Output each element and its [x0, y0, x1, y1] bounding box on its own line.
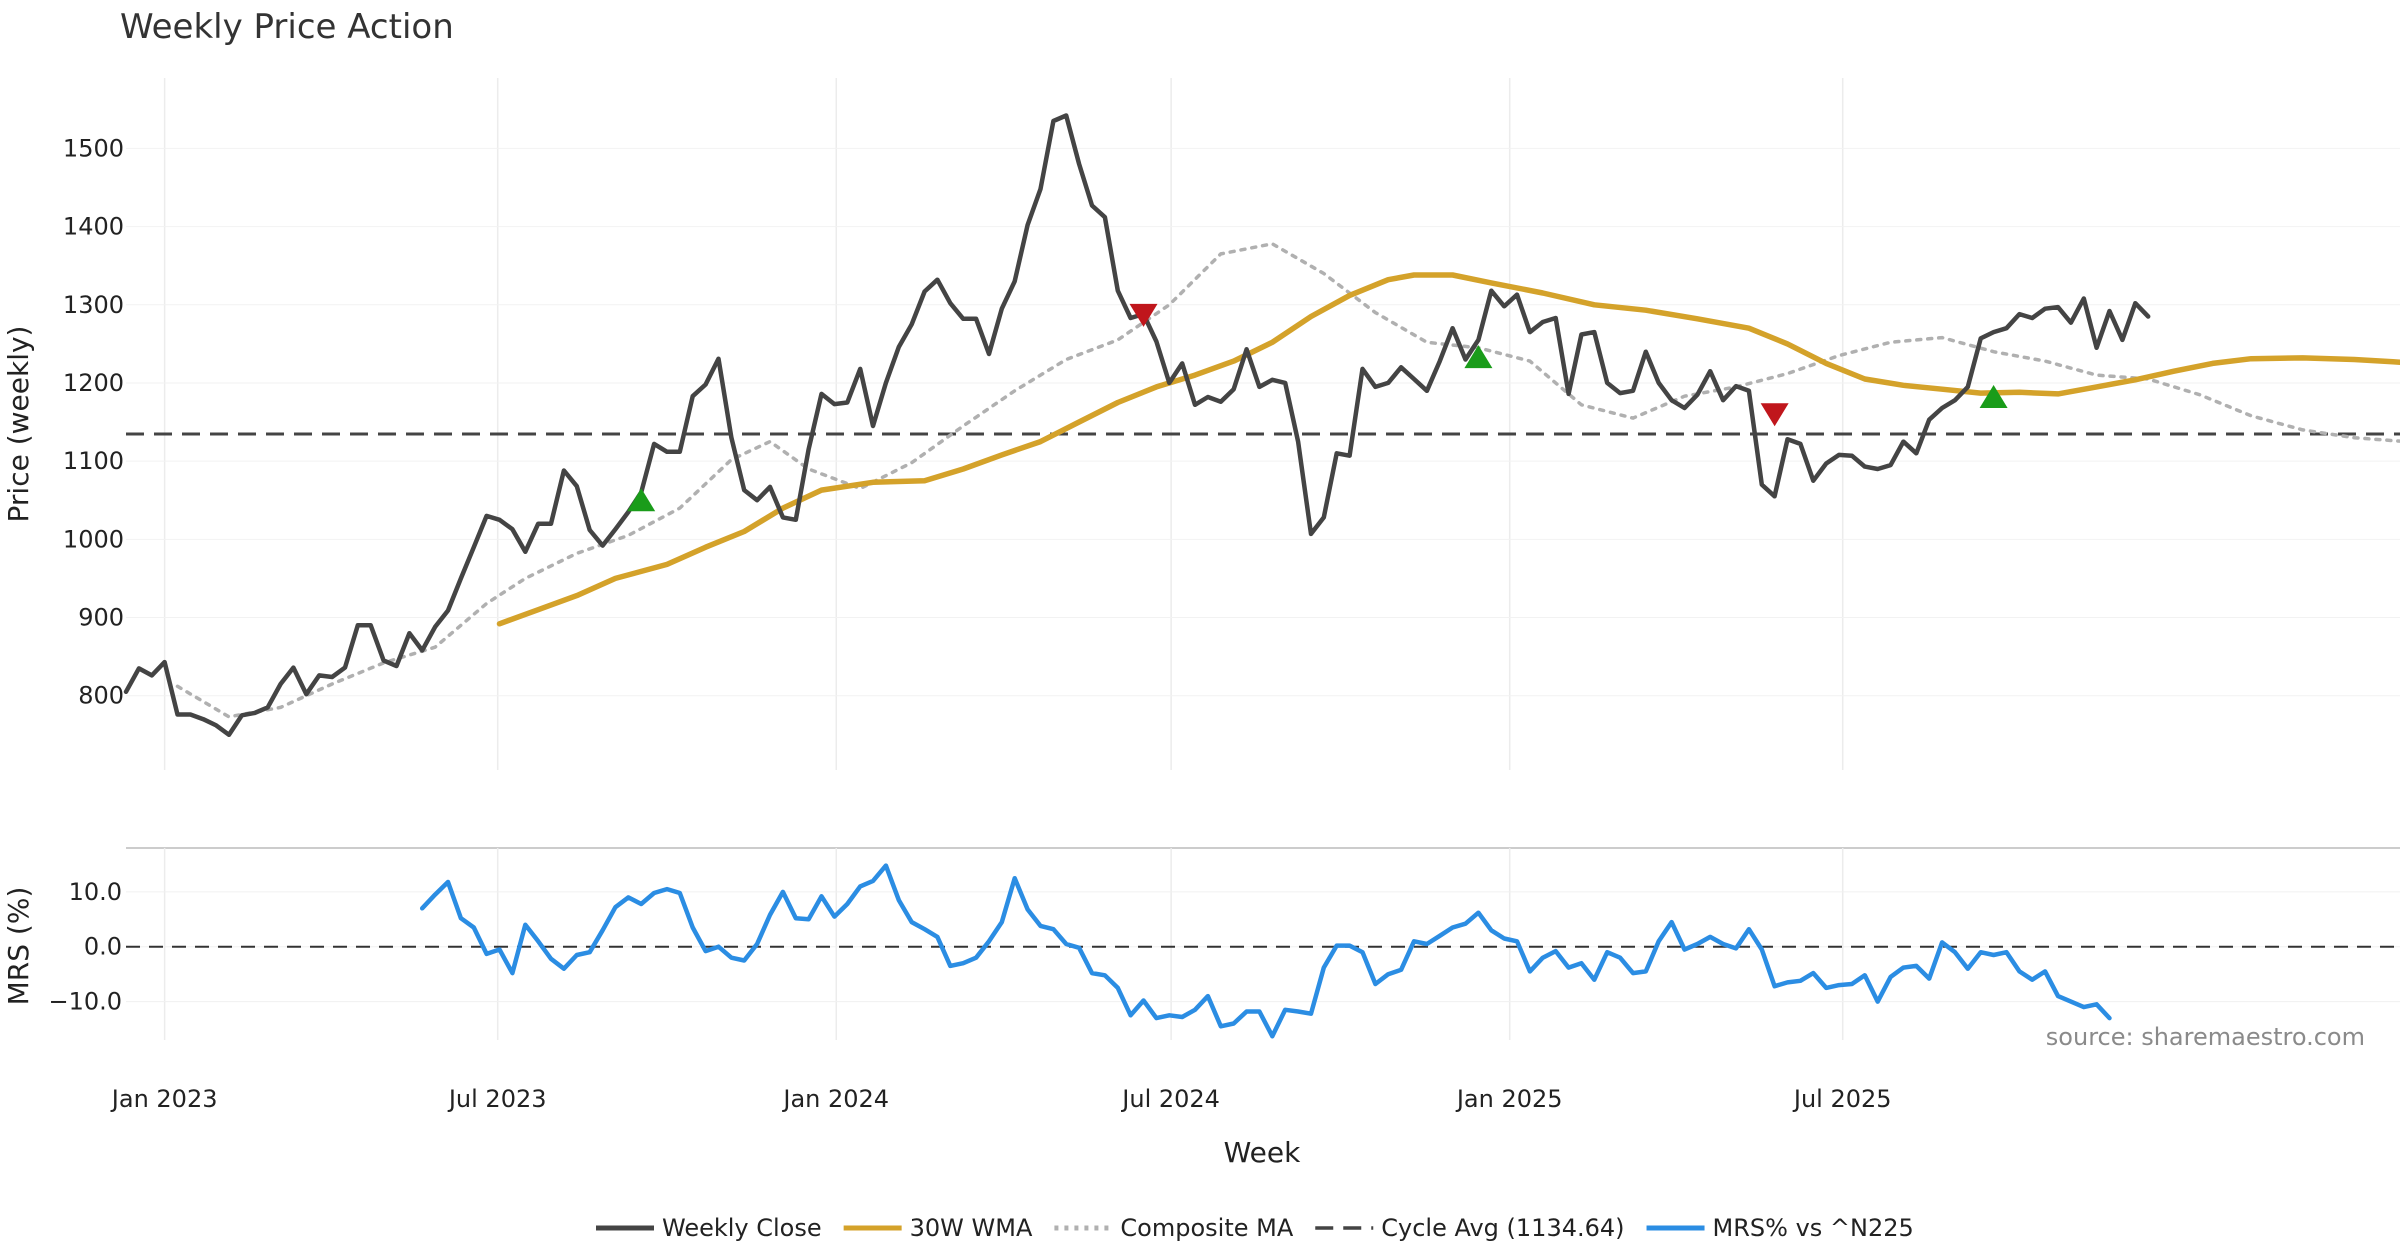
- wma-30w-line: [496, 272, 2400, 627]
- mrs-panel: 10.0 0.0 −10.0 MRS (%) source: sharemaestr…: [2, 847, 2400, 1051]
- price-y-tick-label: 800: [78, 682, 124, 710]
- price-y-tick-label: 1000: [63, 525, 124, 553]
- legend-item: 30W WMA: [843, 1214, 1033, 1242]
- buy-signal-marker: [1464, 345, 1493, 369]
- mrs-series-group: [126, 863, 2400, 1039]
- price-y-tick-label: 1100: [63, 447, 124, 475]
- legend-label: 30W WMA: [910, 1214, 1033, 1242]
- x-tick-label: Jan 2025: [1455, 1085, 1563, 1113]
- legend-item: Weekly Close: [596, 1214, 822, 1242]
- mrs-y-axis: 10.0 0.0 −10.0: [48, 878, 122, 1016]
- price-grid: [126, 78, 2400, 770]
- x-axis: Jan 2023 Jul 2023 Jan 2024 Jul 2024 Jan 2025…: [110, 1085, 1892, 1113]
- x-tick-label: Jan 2024: [781, 1085, 889, 1113]
- mrs-grid: [126, 848, 2400, 1040]
- legend-label: Composite MA: [1120, 1214, 1293, 1242]
- x-axis-title: Week: [1224, 1136, 1301, 1169]
- sell-signal-marker: [1129, 303, 1158, 327]
- price-y-axis: 800 900 1000 1100 1200 1300 1400 1500: [63, 134, 124, 709]
- legend-item: MRS% vs ^N225: [1646, 1214, 1914, 1242]
- legend-label: Cycle Avg (1134.64): [1381, 1214, 1624, 1242]
- price-y-axis-title: Price (weekly): [2, 326, 35, 523]
- price-y-tick-label: 1200: [63, 369, 124, 397]
- legend-item: Cycle Avg (1134.64): [1315, 1214, 1625, 1242]
- legend-item: Composite MA: [1054, 1214, 1294, 1242]
- x-tick-label: Jul 2025: [1792, 1085, 1892, 1113]
- mrs-y-tick-label: −10.0: [48, 988, 122, 1016]
- signal-markers: [627, 303, 2008, 512]
- x-tick-label: Jan 2023: [110, 1085, 218, 1113]
- x-tick-label: Jul 2023: [447, 1085, 547, 1113]
- chart-title: Weekly Price Action: [120, 7, 454, 47]
- sell-signal-marker: [1760, 403, 1789, 427]
- x-tick-label: Jul 2024: [1120, 1085, 1220, 1113]
- mrs-y-axis-title: MRS (%): [2, 887, 35, 1006]
- buy-signal-marker: [627, 488, 656, 512]
- price-y-tick-label: 900: [78, 604, 124, 632]
- mrs-line: [419, 863, 2112, 1039]
- price-y-tick-label: 1500: [63, 134, 124, 162]
- mrs-y-tick-label: 0.0: [84, 933, 122, 961]
- price-series-group: [123, 113, 2400, 738]
- legend: Weekly Close 30W WMA Composite MA Cycle Avg…: [596, 1214, 1914, 1242]
- legend-label: MRS% vs ^N225: [1713, 1214, 1914, 1242]
- legend-label: Weekly Close: [662, 1214, 822, 1242]
- buy-signal-marker: [1979, 385, 2008, 409]
- weekly-close-line: [123, 113, 2151, 738]
- price-y-tick-label: 1400: [63, 213, 124, 241]
- mrs-y-tick-label: 10.0: [69, 878, 122, 906]
- price-panel: 800 900 1000 1100 1200 1300 1400 1500 Price (we…: [2, 78, 2400, 770]
- price-y-tick-label: 1300: [63, 291, 124, 319]
- source-label: source: sharemaestro.com: [2046, 1023, 2365, 1051]
